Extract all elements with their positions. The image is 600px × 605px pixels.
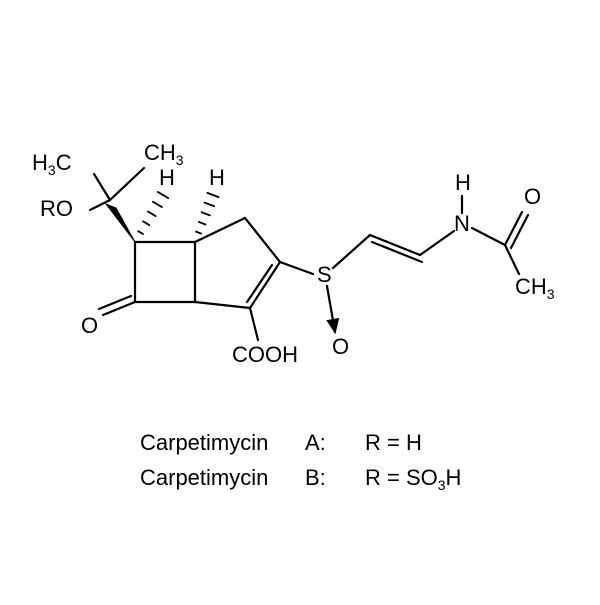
label-o-s: O	[332, 334, 349, 359]
wedges-group	[106, 204, 135, 242]
label-nh: H	[455, 170, 471, 195]
caption-r-b: R = SO3H	[365, 465, 461, 493]
label-h1: H	[159, 165, 175, 190]
caption-var-a: A:	[305, 430, 326, 455]
label-h3c: H3C	[32, 150, 72, 178]
caption-var-b: B:	[305, 465, 326, 490]
label-ro: RO	[40, 196, 73, 221]
label-o-left: O	[81, 313, 98, 338]
label-cooh: COOH	[232, 342, 298, 367]
chemical-structure-diagram: H3CCH3ROHHONCOOHSONHOCH3 CarpetimycinA:R…	[0, 0, 600, 600]
captions-group: Carpetimycin A: R = H Carpetimycin B: R = SO3…	[140, 430, 461, 493]
label-ch3-right: CH3	[515, 274, 555, 302]
label-h2: H	[209, 165, 225, 190]
caption-name-a: Carpetimycin	[140, 430, 268, 455]
label-s: S	[317, 262, 332, 287]
label-n-right: N	[454, 211, 470, 236]
caption-r-a: R = H	[365, 430, 422, 455]
caption-name-b: Carpetimycin	[140, 465, 268, 490]
label-o-amide: O	[524, 184, 541, 209]
label-ch3-top: CH3	[144, 140, 184, 168]
atoms-group: H3CCH3ROHHONCOOHSONHOCH3	[32, 140, 555, 367]
